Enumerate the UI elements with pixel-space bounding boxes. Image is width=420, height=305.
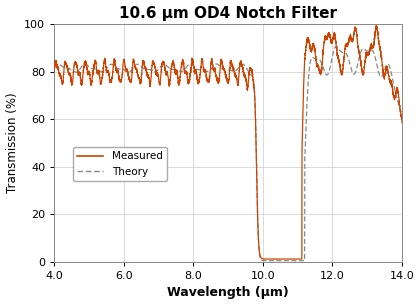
- Measured: [399, 121, 404, 125]
- Theory: [389, 72, 394, 76]
- Theory: [304, 102, 310, 106]
- Theory: [52, 66, 57, 70]
- Line: Theory: Theory: [54, 46, 402, 261]
- Theory: [399, 119, 404, 123]
- Measured: [290, 257, 295, 261]
- Measured: [201, 64, 206, 68]
- Theory: [334, 45, 339, 48]
- Line: Measured: Measured: [54, 26, 402, 259]
- Theory: [198, 68, 203, 72]
- Measured: [52, 69, 57, 72]
- Theory: [291, 259, 296, 263]
- Legend: Measured, Theory: Measured, Theory: [73, 147, 167, 181]
- Theory: [217, 64, 222, 68]
- Y-axis label: Transmission (%): Transmission (%): [5, 93, 18, 193]
- Measured: [217, 76, 222, 79]
- Measured: [389, 82, 394, 86]
- X-axis label: Wavelength (μm): Wavelength (μm): [167, 286, 289, 300]
- Theory: [372, 52, 377, 56]
- Measured: [198, 72, 203, 75]
- Theory: [201, 68, 206, 72]
- Measured: [304, 38, 310, 41]
- Measured: [374, 24, 379, 27]
- Measured: [372, 41, 377, 44]
- Title: 10.6 μm OD4 Notch Filter: 10.6 μm OD4 Notch Filter: [119, 5, 337, 20]
